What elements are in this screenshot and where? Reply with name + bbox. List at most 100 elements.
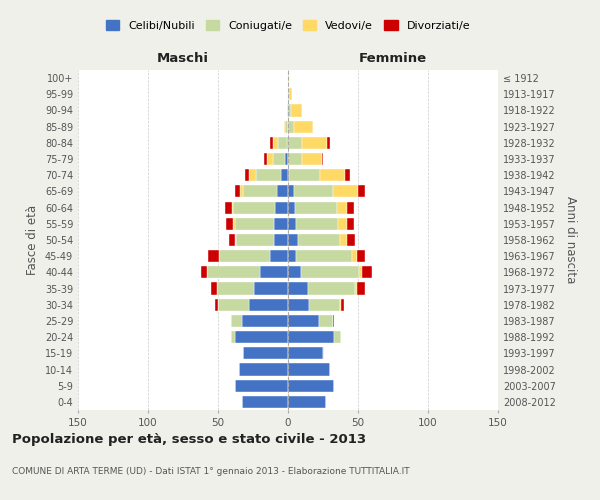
Bar [337,202,347,213]
Bar [207,266,260,278]
Bar [270,137,272,149]
Bar [226,218,233,230]
Bar [288,218,296,230]
Bar [242,315,288,327]
Bar [235,234,236,246]
Bar [230,331,235,343]
Bar [217,282,254,294]
Bar [249,169,256,181]
Bar [288,380,334,392]
Bar [356,250,365,262]
Bar [327,137,330,149]
Bar [288,137,302,149]
Bar [285,153,288,165]
Bar [288,266,301,278]
Bar [288,331,334,343]
Bar [235,218,274,230]
Bar [229,234,235,246]
Bar [302,137,327,149]
Bar [296,250,352,262]
Bar [358,186,365,198]
Bar [293,186,333,198]
Text: Femmine: Femmine [359,52,427,65]
Bar [288,364,330,376]
Bar [298,234,340,246]
Bar [359,266,362,278]
Bar [296,218,338,230]
Bar [322,153,323,165]
Bar [308,282,355,294]
Bar [355,282,356,294]
Bar [211,282,217,294]
Bar [288,234,298,246]
Bar [288,104,291,117]
Bar [347,218,354,230]
Bar [281,169,288,181]
Bar [340,298,341,311]
Bar [272,137,278,149]
Bar [293,120,313,132]
Bar [340,234,347,246]
Bar [346,169,350,181]
Bar [288,153,302,165]
Bar [291,104,302,117]
Bar [320,169,346,181]
Text: COMUNE DI ARTA TERME (UD) - Dati ISTAT 1° gennaio 2013 - Elaborazione TUTTITALIA: COMUNE DI ARTA TERME (UD) - Dati ISTAT 1… [12,468,410,476]
Bar [243,348,288,360]
Bar [239,364,288,376]
Bar [256,169,281,181]
Bar [236,234,274,246]
Bar [287,137,288,149]
Bar [341,298,344,311]
Bar [288,250,296,262]
Bar [233,218,235,230]
Bar [288,120,293,132]
Bar [254,282,288,294]
Bar [277,186,288,198]
Bar [264,153,267,165]
Bar [220,250,270,262]
Bar [270,250,288,262]
Bar [301,266,359,278]
Bar [333,315,334,327]
Bar [243,186,277,198]
Bar [235,380,288,392]
Bar [225,202,232,213]
Bar [319,315,333,327]
Bar [288,396,326,408]
Bar [356,282,365,294]
Bar [274,234,288,246]
Bar [275,202,288,213]
Bar [245,169,249,181]
Bar [249,298,288,311]
Bar [215,298,218,311]
Bar [334,331,341,343]
Bar [235,186,241,198]
Bar [302,153,322,165]
Bar [289,88,292,101]
Bar [295,202,337,213]
Bar [347,202,354,213]
Y-axis label: Anni di nascita: Anni di nascita [563,196,577,284]
Bar [288,186,293,198]
Legend: Celibi/Nubili, Coniugati/e, Vedovi/e, Divorziati/e: Celibi/Nubili, Coniugati/e, Vedovi/e, Di… [101,16,475,35]
Bar [272,153,285,165]
Bar [274,218,288,230]
Bar [288,315,319,327]
Bar [347,234,355,246]
Bar [267,153,272,165]
Bar [288,72,289,84]
Bar [288,88,289,101]
Bar [288,348,323,360]
Text: Maschi: Maschi [157,52,209,65]
Bar [284,120,285,132]
Bar [241,186,243,198]
Bar [242,396,288,408]
Bar [230,315,242,327]
Text: Popolazione per età, sesso e stato civile - 2013: Popolazione per età, sesso e stato civil… [12,432,366,446]
Bar [233,202,275,213]
Bar [323,348,325,360]
Bar [235,331,288,343]
Y-axis label: Fasce di età: Fasce di età [26,205,39,275]
Bar [260,266,288,278]
